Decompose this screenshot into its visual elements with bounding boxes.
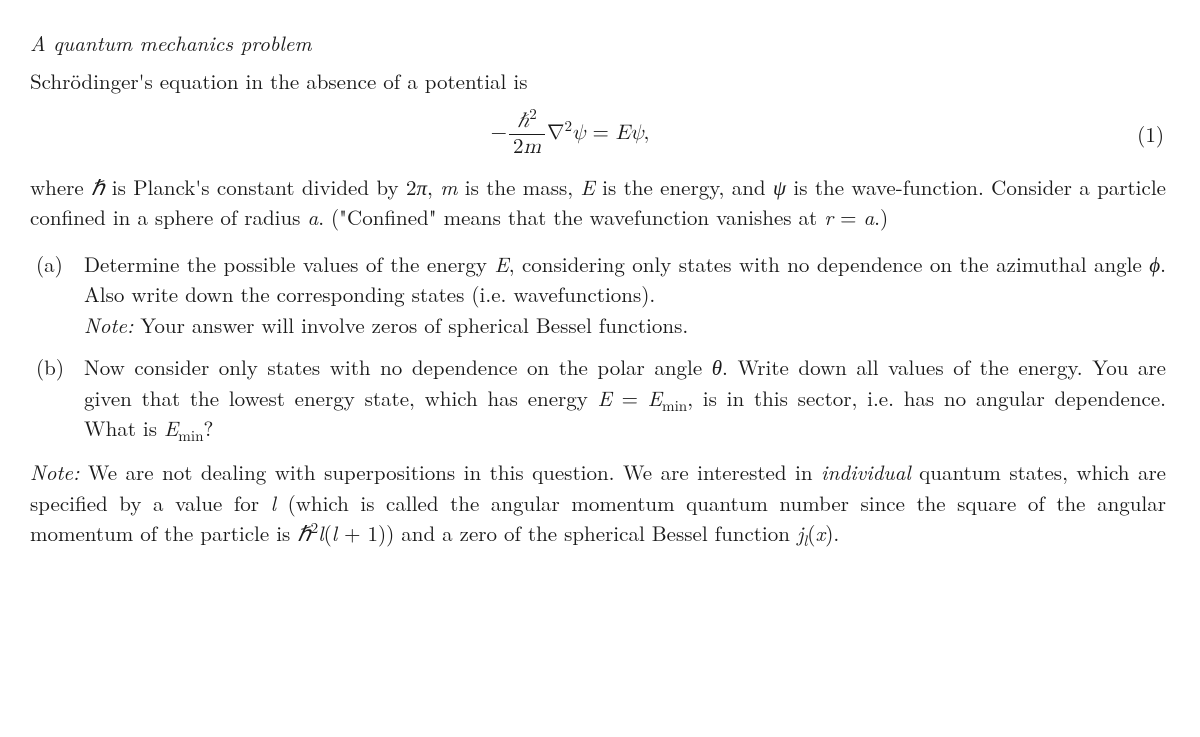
mass-m: m <box>523 137 541 158</box>
Emin2-sub: min <box>178 425 203 446</box>
txt: . ("Confined" means that the wavefunctio… <box>318 202 824 232</box>
eq-sign-inline: = <box>833 202 863 232</box>
item-a-note-label: Note: <box>84 310 133 340</box>
txt: is the mass, <box>457 172 580 202</box>
radius-a: a <box>307 202 318 232</box>
plus-one: + 1) <box>337 518 386 548</box>
txt: We are not dealing with superpositions i… <box>79 457 821 487</box>
E-var: E <box>598 383 612 413</box>
equals: = <box>585 123 615 144</box>
equation-1: −ℏ22m∇2ψ = Eψ, (1) <box>30 111 1166 158</box>
intro-paragraph: Schrödinger's equation in the absence of… <box>30 66 1166 96</box>
item-b-body: Now consider only states with no depende… <box>84 352 1166 443</box>
final-note: Note: We are not dealing with superposit… <box>30 457 1166 548</box>
energy-E: E <box>616 123 630 144</box>
after-equation-paragraph: where ℏ is Planck's constant divided by … <box>30 172 1166 233</box>
psi-rhs: ψ <box>630 123 643 144</box>
theta-var: θ <box>712 352 722 382</box>
eq-sign: = <box>612 383 648 413</box>
txt: is the energy, and <box>595 172 773 202</box>
txt: . <box>833 518 839 548</box>
mass-m-inline: m <box>440 172 457 202</box>
Emin-E: E <box>648 383 662 413</box>
txt: is Planck's constant divided by 2 <box>104 172 416 202</box>
Emin-sub: min <box>662 395 687 416</box>
minus-sign: − <box>491 123 507 144</box>
txt: ) and a zero of the spherical Bessel fun… <box>386 518 797 548</box>
radius-a-2: a <box>863 202 874 232</box>
item-a-body: Determine the possible values of the ene… <box>84 249 1166 340</box>
txt: where <box>30 172 91 202</box>
fraction-hbar2-over-2m: ℏ22m <box>509 111 545 158</box>
hbar-inline: ℏ <box>91 172 104 202</box>
pi: π <box>416 172 427 202</box>
j-sub-l: l <box>803 530 807 551</box>
problem-title: A quantum mechanics problem <box>30 28 1166 58</box>
txt: Now consider only states with no depende… <box>84 352 712 382</box>
item-a-note-body: Your answer will involve zeros of spheri… <box>133 310 688 340</box>
E-var: E <box>494 249 508 279</box>
psi-inline: ψ <box>773 172 786 202</box>
page-root: A quantum mechanics problem Schrödinger'… <box>0 0 1200 583</box>
energy-E-inline: E <box>581 172 595 202</box>
enumerated-list: (a) Determine the possible values of the… <box>30 249 1166 444</box>
item-a: (a) Determine the possible values of the… <box>30 249 1166 340</box>
eq-comma: , <box>644 123 650 144</box>
nabla: ∇ <box>547 123 565 144</box>
lparen: ( <box>324 518 332 548</box>
txt: Determine the possible values of the ene… <box>84 249 494 279</box>
hbar-final: ℏ <box>297 518 310 548</box>
phi-var: ϕ <box>1149 249 1160 279</box>
two: 2 <box>513 137 524 158</box>
x-var: x <box>815 518 825 548</box>
txt: .) <box>874 202 888 232</box>
txt: ? <box>203 413 213 443</box>
item-b: (b) Now consider only states with no dep… <box>30 352 1166 443</box>
r-var: r <box>824 202 833 232</box>
equation-number: (1) <box>1110 119 1166 149</box>
final-note-label: Note: <box>30 457 79 487</box>
txt: , <box>427 172 440 202</box>
item-a-label: (a) <box>30 249 84 340</box>
psi: ψ <box>572 123 585 144</box>
txt: , considering only states with no depend… <box>509 249 1150 279</box>
individual-word: individual <box>821 457 911 487</box>
equation-body: −ℏ22m∇2ψ = Eψ, <box>30 111 1110 158</box>
item-b-label: (b) <box>30 352 84 443</box>
Emin2-E: E <box>164 413 178 443</box>
hbar: ℏ <box>517 111 529 132</box>
